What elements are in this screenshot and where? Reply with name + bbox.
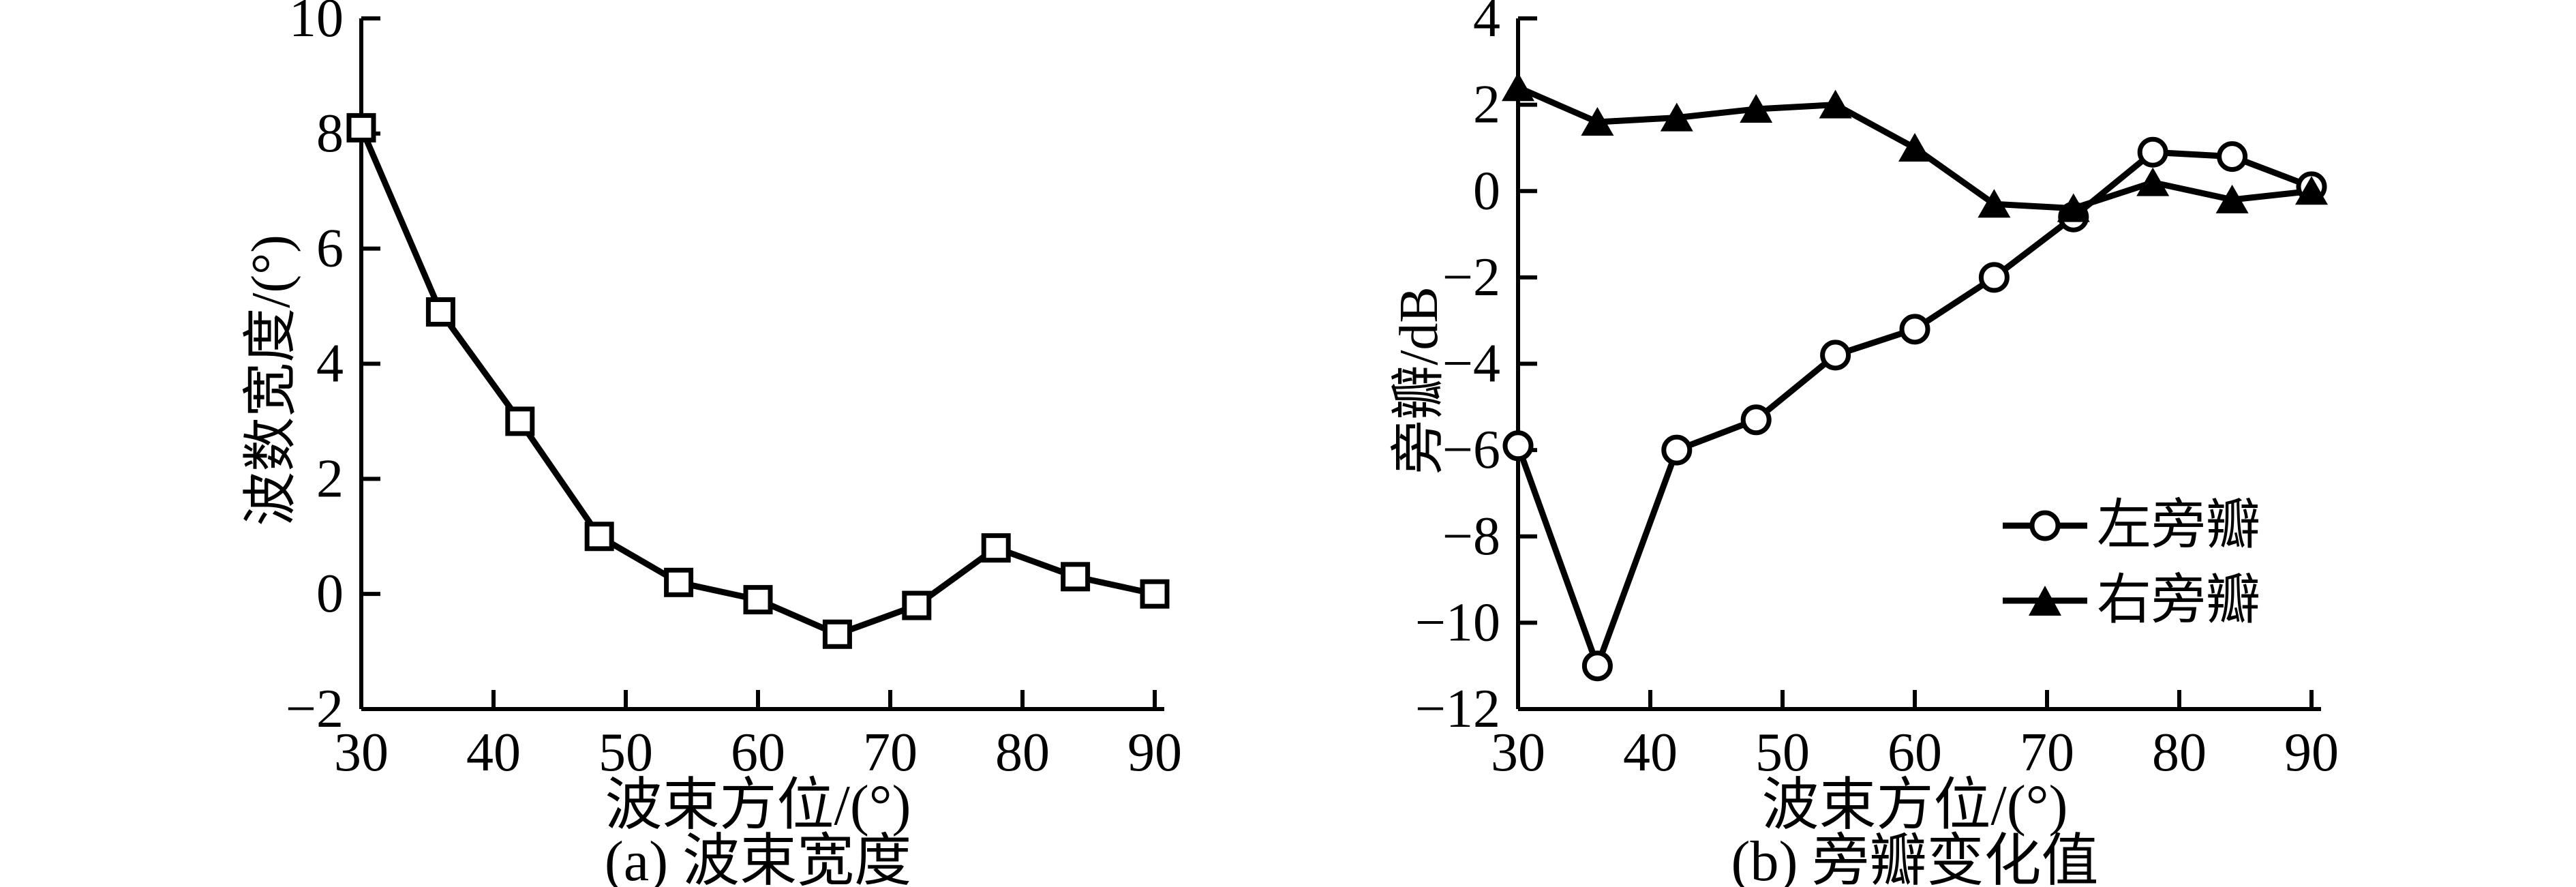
x-tick-label: 30 <box>1491 723 1545 783</box>
circle-marker <box>1820 340 1851 371</box>
triangle-marker <box>2136 167 2170 196</box>
square-marker <box>425 297 455 327</box>
series-line-0 <box>358 126 1155 637</box>
x-tick-label: 80 <box>995 723 1050 783</box>
x-tick-label: 70 <box>2020 723 2074 783</box>
square-marker <box>743 585 773 615</box>
square-marker <box>822 619 852 649</box>
chart-b-y-axis-label: 旁瓣/dB <box>1389 286 1449 475</box>
chart-b-x-axis-label: 波束方位/(°) <box>1761 774 2068 837</box>
triangle-marker <box>1660 102 1693 132</box>
square-marker <box>505 406 535 436</box>
chart-b-group: 30 40 50 60 70 80 90 −12 −10 −8 −6 −4 −2 0 2 4 <box>1415 0 2339 783</box>
triangle-marker <box>1819 89 1852 119</box>
x-tick-label: 90 <box>1127 723 1182 783</box>
triangle-marker <box>1740 93 1773 123</box>
x-tick-label: 50 <box>598 723 653 783</box>
x-tick-label: 50 <box>1755 723 1810 783</box>
triangle-marker <box>1978 189 2011 218</box>
y-tick-label: 0 <box>1473 161 1500 221</box>
x-tick-label: 30 <box>334 723 389 783</box>
legend-label-right-sidelobe: 右旁瓣 <box>2097 571 2260 631</box>
legend-entry-right-sidelobe: 右旁瓣 <box>2003 563 2260 638</box>
legend-label-left-sidelobe: 左旁瓣 <box>2097 496 2260 556</box>
x-tick-label: 40 <box>466 723 521 783</box>
circle-marker <box>1661 434 1693 466</box>
y-tick-label: 2 <box>316 449 344 509</box>
chart-a-group: 30 40 50 60 70 80 90 −2 0 2 4 6 8 10 <box>286 0 1182 783</box>
legend-entry-left-sidelobe: 左旁瓣 <box>2003 488 2260 563</box>
circle-marker <box>1978 262 2010 293</box>
triangle-marker-icon <box>2003 586 2087 616</box>
triangle-marker <box>2215 184 2249 213</box>
square-marker <box>981 533 1011 563</box>
y-tick-label: 6 <box>316 219 344 279</box>
triangle-marker <box>1581 106 1614 136</box>
y-tick-label: −4 <box>1442 334 1500 394</box>
x-tick-label: 40 <box>1623 723 1678 783</box>
chart-a-y-axis-label: 波数宽度/(°) <box>241 235 301 526</box>
y-tick-label: −12 <box>1415 679 1500 739</box>
y-tick-label: 4 <box>316 334 344 394</box>
circle-marker <box>1581 650 1613 682</box>
y-tick-label: 10 <box>289 0 344 48</box>
y-tick-label: −6 <box>1442 420 1500 480</box>
square-marker <box>664 567 694 597</box>
x-tick-label: 70 <box>863 723 918 783</box>
y-tick-label: −8 <box>1442 507 1500 567</box>
y-tick-label: 0 <box>316 564 344 624</box>
circle-marker <box>1502 430 1534 462</box>
y-tick-label: −10 <box>1415 592 1500 652</box>
y-tick-label: 2 <box>1473 75 1500 135</box>
y-tick-label: 4 <box>1473 0 1500 48</box>
x-tick-label: 60 <box>1888 723 1942 783</box>
chart-b-caption: (b) 旁瓣变化值 <box>1731 830 2099 887</box>
triangle-marker <box>1898 132 1931 162</box>
square-marker <box>902 590 932 620</box>
circle-marker <box>1740 404 1772 436</box>
x-tick-label: 90 <box>2284 723 2339 783</box>
square-marker <box>346 112 376 142</box>
chart-a-caption: (a) 波束宽度 <box>604 830 912 887</box>
chart-b-legend: 左旁瓣 右旁瓣 <box>2003 488 2260 638</box>
circle-marker <box>2217 141 2248 172</box>
circle-marker <box>1899 314 1930 345</box>
square-marker <box>1140 579 1170 609</box>
y-tick-label: 8 <box>316 104 344 164</box>
square-marker <box>584 522 614 552</box>
x-tick-label: 60 <box>731 723 785 783</box>
x-tick-label: 80 <box>2152 723 2207 783</box>
y-tick-label: −2 <box>1442 247 1500 307</box>
triangle-marker <box>2057 193 2090 222</box>
y-tick-label: −2 <box>286 679 344 739</box>
circle-marker-icon <box>2003 510 2087 541</box>
chart-a-x-axis-label: 波束方位/(°) <box>605 774 911 837</box>
triangle-marker <box>2295 176 2328 205</box>
triangle-marker <box>1502 72 1534 102</box>
square-marker <box>1061 562 1091 592</box>
circle-marker <box>2137 136 2168 168</box>
